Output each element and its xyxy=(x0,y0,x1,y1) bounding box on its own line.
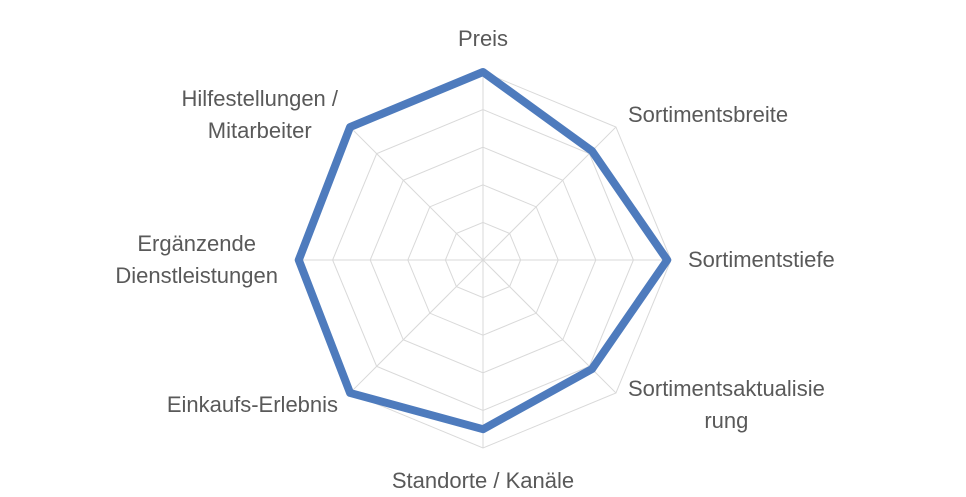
category-label: Ergänzende Dienstleistungen xyxy=(115,231,278,288)
category-label: Einkaufs-Erlebnis xyxy=(166,391,339,417)
category-label: Preis xyxy=(457,26,509,51)
category-label: Sortimentstiefe xyxy=(688,247,835,272)
series-line xyxy=(294,68,672,434)
category-label: Hilfestellungen / Mitarbeiter xyxy=(181,86,339,144)
category-label: Sortimentsbreite xyxy=(627,102,789,128)
category-label: Sortimentsaktualisie rung xyxy=(627,375,825,433)
spoke xyxy=(349,259,484,394)
spoke xyxy=(349,126,484,261)
category-label: Standorte / Kanäle xyxy=(391,468,575,493)
